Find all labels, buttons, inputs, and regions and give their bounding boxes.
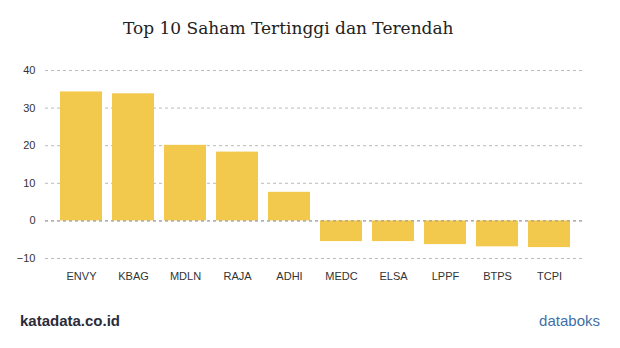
svg-text:BTPS: BTPS — [483, 270, 512, 282]
svg-text:MEDC: MEDC — [325, 270, 357, 282]
svg-text:ELSA: ELSA — [379, 270, 408, 282]
svg-text:ENVY: ENVY — [67, 270, 98, 282]
svg-text:TCPI: TCPI — [537, 270, 562, 282]
svg-text:40: 40 — [23, 64, 35, 76]
html-text:databoks: databoks — [539, 312, 600, 329]
svg-text:0: 0 — [29, 214, 35, 226]
svg-text:KBAG: KBAG — [118, 270, 149, 282]
svg-text:LPPF: LPPF — [432, 270, 460, 282]
svg-text:30: 30 — [23, 102, 35, 114]
svg-text:RAJA: RAJA — [223, 270, 252, 282]
svg-text:20: 20 — [23, 139, 35, 151]
html-text:katadata.co.id: katadata.co.id — [20, 312, 120, 329]
svg-text:MDLN: MDLN — [170, 270, 201, 282]
svg-text:ADHI: ADHI — [276, 270, 302, 282]
svg-text:10: 10 — [23, 177, 35, 189]
svg-text:−10: −10 — [17, 252, 36, 264]
html-text:Top 10 Saham Tertinggi dan Ter: Top 10 Saham Tertinggi dan Terendah — [123, 18, 454, 38]
